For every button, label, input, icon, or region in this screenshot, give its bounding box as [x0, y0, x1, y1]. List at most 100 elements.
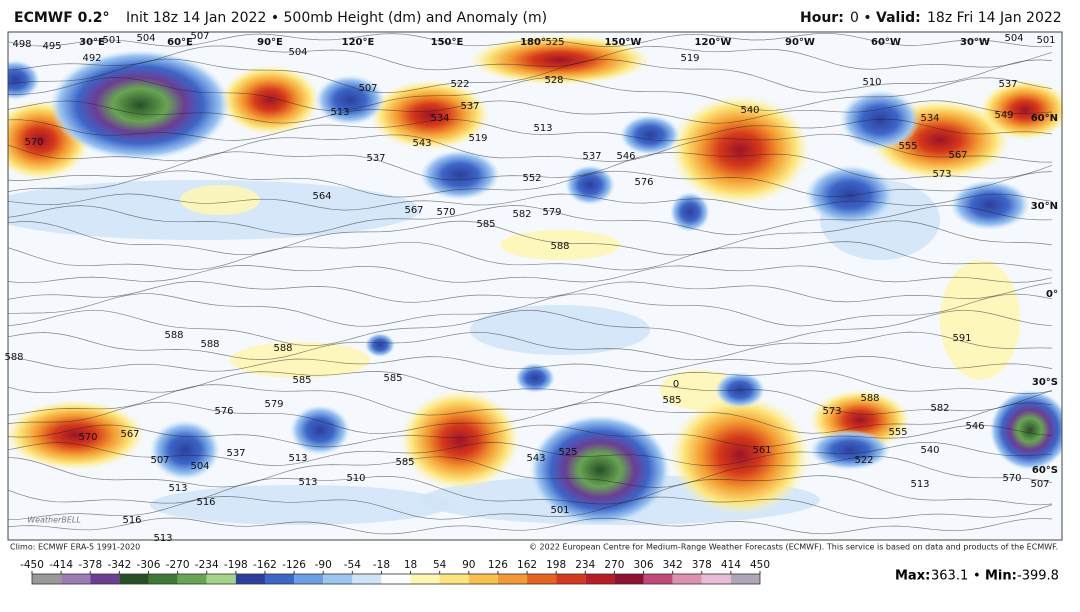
negative-anomaly: [990, 390, 1062, 470]
contour-line: [8, 77, 1053, 111]
colorbar-segment: [119, 574, 149, 584]
latitude-label: 30°S: [1032, 377, 1058, 388]
contour-line: [8, 496, 1053, 521]
contour-label: 543: [526, 453, 545, 464]
negative-anomaly: [565, 165, 615, 205]
contour-label: 513: [288, 453, 307, 464]
map-frame: [7, 31, 1063, 541]
contour-label: 570: [78, 432, 97, 443]
contour-label: 570: [24, 137, 43, 148]
min-value: -399.8: [1017, 569, 1059, 584]
contour-label: 522: [854, 455, 873, 466]
contour-label: 555: [898, 141, 917, 152]
anomaly-fields: [8, 35, 1062, 525]
contour-label: 504: [190, 461, 209, 472]
negative-anomaly: [365, 333, 395, 357]
longitude-label: 60°W: [871, 37, 901, 48]
negative-anomaly: [670, 192, 710, 232]
pale-anomaly: [150, 485, 450, 525]
longitude-label: 150°W: [605, 37, 642, 48]
colorbar-tick-label: -234: [195, 559, 219, 571]
colorbar: -450 -414 -378 -342 -306 -270 -234 -198 -162 -126…: [20, 559, 770, 585]
contour-label: 585: [662, 395, 681, 406]
contour-label: 525: [558, 447, 577, 458]
colorbar-segment: [468, 574, 498, 584]
colorbar-segment: [235, 574, 265, 584]
colorbar-segment: [585, 574, 615, 584]
colorbar-tick-label: -126: [282, 559, 306, 571]
contour-label: 537: [460, 101, 479, 112]
colorbar-tick-label: -90: [315, 559, 332, 571]
contour-label: 555: [888, 427, 907, 438]
negative-anomaly: [8, 60, 40, 100]
contour-label: 540: [920, 445, 939, 456]
contour-line: [8, 370, 1053, 394]
negative-anomaly: [315, 75, 385, 125]
colorbar-segment: [264, 574, 295, 584]
positive-anomaly: [400, 390, 520, 490]
colorbar-segment: [614, 574, 644, 584]
colorbar-segment: [556, 574, 586, 584]
map-labels: 30°E 60°E 90°E 120°E 150°E 180° 150°W 120°W 90°W…: [4, 31, 1058, 544]
contour-line: [8, 205, 1053, 235]
positive-anomaly: [670, 395, 810, 515]
contour-line: [8, 220, 1053, 256]
colorbar-tick-label: 342: [663, 559, 683, 571]
contour-label: 513: [298, 477, 317, 488]
map: [8, 32, 1062, 540]
contour-label: 540: [740, 105, 759, 116]
contour-label: 516: [122, 515, 141, 526]
colorbar-segment: [177, 574, 207, 584]
colorbar-tick-label: -342: [107, 559, 131, 571]
pale-anomaly: [180, 185, 260, 215]
contour-label: 579: [542, 207, 561, 218]
contour-label: 501: [102, 35, 121, 46]
contour-label: 546: [965, 421, 984, 432]
contour-label: 513: [533, 123, 552, 134]
contour-label: 507: [150, 455, 169, 466]
contour-label: 552: [522, 173, 541, 184]
colorbar-tick-label: 18: [404, 559, 417, 571]
subtitle: Init 18z 14 Jan 2022 • 500mb Height (dm)…: [126, 10, 547, 26]
hour-label: Hour:: [800, 10, 844, 26]
colorbar-tick-label: 306: [633, 559, 653, 571]
contour-label: 510: [346, 473, 365, 484]
negative-anomaly: [420, 150, 500, 200]
colorbar-tick-label: 378: [692, 559, 712, 571]
contour-label: 519: [680, 53, 699, 64]
header-bar: [0, 0, 1080, 30]
contour-label: 513: [153, 533, 172, 544]
contour-label: 528: [544, 75, 563, 86]
separator: •: [973, 569, 981, 584]
colorbar-tick-label: -18: [373, 559, 390, 571]
contour-label: 537: [226, 448, 245, 459]
longitude-label: 120°E: [342, 37, 375, 48]
colorbar-tick-label: 234: [575, 559, 595, 571]
contour-label: 582: [930, 403, 949, 414]
contour-line: [8, 356, 1053, 372]
contour-label: 513: [330, 107, 349, 118]
colorbar-segment: [643, 574, 673, 584]
contour-label: 501: [1036, 35, 1055, 46]
contour-line: [8, 32, 1053, 48]
colorbar-segment: [527, 574, 557, 584]
longitude-label: 90°W: [785, 37, 815, 48]
negative-anomaly: [515, 363, 555, 393]
colorbar-segment: [90, 574, 120, 584]
negative-anomaly: [950, 180, 1030, 230]
colorbar-tick-label: -414: [49, 559, 73, 571]
contour-line: [8, 384, 1053, 416]
hour: 0 •: [850, 10, 872, 26]
contour-label: 513: [910, 479, 929, 490]
contour-label: 582: [512, 209, 531, 220]
contour-label: 507: [190, 31, 209, 42]
latitude-label: 30°N: [1031, 201, 1058, 212]
contour-label: 588: [860, 393, 879, 404]
longitude-label: 120°W: [695, 37, 732, 48]
pale-anomaly: [470, 305, 650, 355]
negative-anomaly: [50, 50, 230, 160]
contour-label: 588: [200, 339, 219, 350]
max-value: 363.1: [931, 569, 968, 584]
contour-line: [8, 441, 1053, 466]
